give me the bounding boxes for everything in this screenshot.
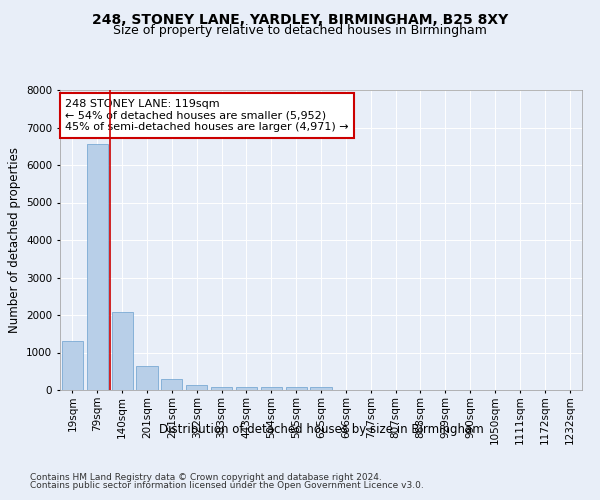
Text: Contains public sector information licensed under the Open Government Licence v3: Contains public sector information licen… [30,481,424,490]
Text: Size of property relative to detached houses in Birmingham: Size of property relative to detached ho… [113,24,487,37]
Bar [310,388,332,390]
Y-axis label: Number of detached properties: Number of detached properties [8,147,20,333]
Bar [112,312,133,390]
Bar [186,385,207,390]
Bar [286,387,307,390]
Bar [261,387,282,390]
Bar [236,387,257,390]
Bar [136,366,158,390]
Text: Contains HM Land Registry data © Crown copyright and database right 2024.: Contains HM Land Registry data © Crown c… [30,472,382,482]
Text: Distribution of detached houses by size in Birmingham: Distribution of detached houses by size … [158,422,484,436]
Bar [62,341,83,390]
Bar [87,144,108,390]
Text: 248 STONEY LANE: 119sqm
← 54% of detached houses are smaller (5,952)
45% of semi: 248 STONEY LANE: 119sqm ← 54% of detache… [65,99,349,132]
Bar [161,379,182,390]
Text: 248, STONEY LANE, YARDLEY, BIRMINGHAM, B25 8XY: 248, STONEY LANE, YARDLEY, BIRMINGHAM, B… [92,12,508,26]
Bar [211,386,232,390]
